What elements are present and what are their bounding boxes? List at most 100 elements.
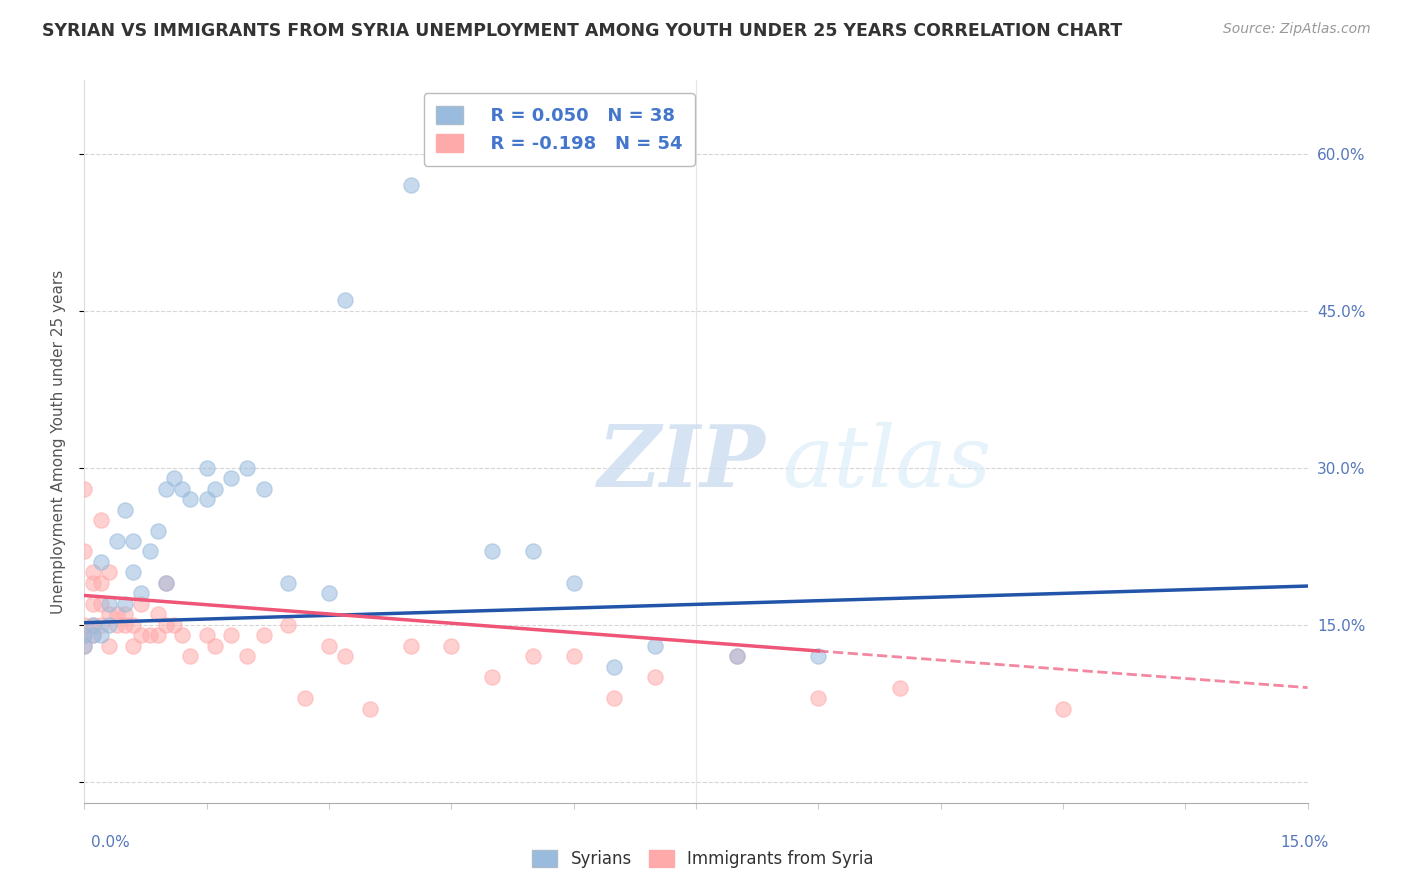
Point [359, 701, 381, 715]
Point [335, 293, 357, 308]
Text: SYRIAN VS IMMIGRANTS FROM SYRIA UNEMPLOYMENT AMONG YOUTH UNDER 25 YEARS CORRELAT: SYRIAN VS IMMIGRANTS FROM SYRIA UNEMPLOY… [42, 22, 1122, 40]
Point [97, 607, 120, 622]
Point [253, 482, 276, 496]
Point [122, 534, 145, 549]
Point [114, 502, 136, 516]
Point [399, 178, 422, 192]
Text: 0.0%: 0.0% [91, 836, 131, 850]
Point [725, 649, 748, 664]
Point [195, 492, 218, 507]
Point [82, 575, 104, 590]
Point [73, 639, 96, 653]
Point [90, 628, 112, 642]
Point [97, 639, 120, 653]
Point [122, 639, 145, 653]
Point [131, 586, 153, 600]
Point [138, 544, 160, 558]
Point [522, 649, 544, 664]
Point [114, 617, 136, 632]
Point [318, 639, 340, 653]
Point [114, 607, 136, 622]
Point [73, 639, 96, 653]
Text: atlas: atlas [782, 422, 991, 505]
Point [146, 524, 169, 538]
Point [440, 639, 463, 653]
Point [105, 534, 128, 549]
Point [236, 460, 259, 475]
Point [97, 617, 120, 632]
Point [219, 628, 242, 642]
Point [204, 639, 226, 653]
Point [82, 628, 104, 642]
Point [131, 628, 153, 642]
Point [82, 617, 104, 632]
Point [105, 607, 128, 622]
Point [603, 659, 626, 673]
Legend: Syrians, Immigrants from Syria: Syrians, Immigrants from Syria [526, 843, 880, 875]
Legend:   R = 0.050   N = 38,   R = -0.198   N = 54: R = 0.050 N = 38, R = -0.198 N = 54 [423, 93, 695, 166]
Point [179, 649, 201, 664]
Point [219, 471, 242, 485]
Point [90, 513, 112, 527]
Point [163, 471, 186, 485]
Point [172, 482, 194, 496]
Point [1052, 701, 1074, 715]
Point [807, 691, 830, 706]
Point [97, 566, 120, 580]
Point [97, 597, 120, 611]
Point [277, 575, 299, 590]
Point [179, 492, 201, 507]
Point [335, 649, 357, 664]
Y-axis label: Unemployment Among Youth under 25 years: Unemployment Among Youth under 25 years [51, 269, 66, 614]
Point [294, 691, 316, 706]
Point [399, 639, 422, 653]
Point [481, 544, 503, 558]
Text: ZIP: ZIP [598, 421, 766, 505]
Point [146, 628, 169, 642]
Point [155, 575, 177, 590]
Point [146, 607, 169, 622]
Point [236, 649, 259, 664]
Point [90, 575, 112, 590]
Point [73, 617, 96, 632]
Point [172, 628, 194, 642]
Point [725, 649, 748, 664]
Point [204, 482, 226, 496]
Point [90, 617, 112, 632]
Point [155, 575, 177, 590]
Point [318, 586, 340, 600]
Point [481, 670, 503, 684]
Point [644, 670, 666, 684]
Point [73, 628, 96, 642]
Point [644, 639, 666, 653]
Point [163, 617, 186, 632]
Point [138, 628, 160, 642]
Point [105, 617, 128, 632]
Point [253, 628, 276, 642]
Point [82, 566, 104, 580]
Point [603, 691, 626, 706]
Point [562, 649, 585, 664]
Point [195, 628, 218, 642]
Point [114, 597, 136, 611]
Point [122, 566, 145, 580]
Point [73, 628, 96, 642]
Point [82, 597, 104, 611]
Text: Source: ZipAtlas.com: Source: ZipAtlas.com [1223, 22, 1371, 37]
Point [807, 649, 830, 664]
Point [122, 617, 145, 632]
Point [73, 544, 96, 558]
Point [82, 628, 104, 642]
Point [155, 482, 177, 496]
Point [562, 575, 585, 590]
Point [73, 482, 96, 496]
Point [82, 617, 104, 632]
Point [195, 460, 218, 475]
Point [131, 597, 153, 611]
Point [889, 681, 911, 695]
Point [277, 617, 299, 632]
Point [90, 597, 112, 611]
Point [522, 544, 544, 558]
Point [90, 555, 112, 569]
Text: 15.0%: 15.0% [1281, 836, 1329, 850]
